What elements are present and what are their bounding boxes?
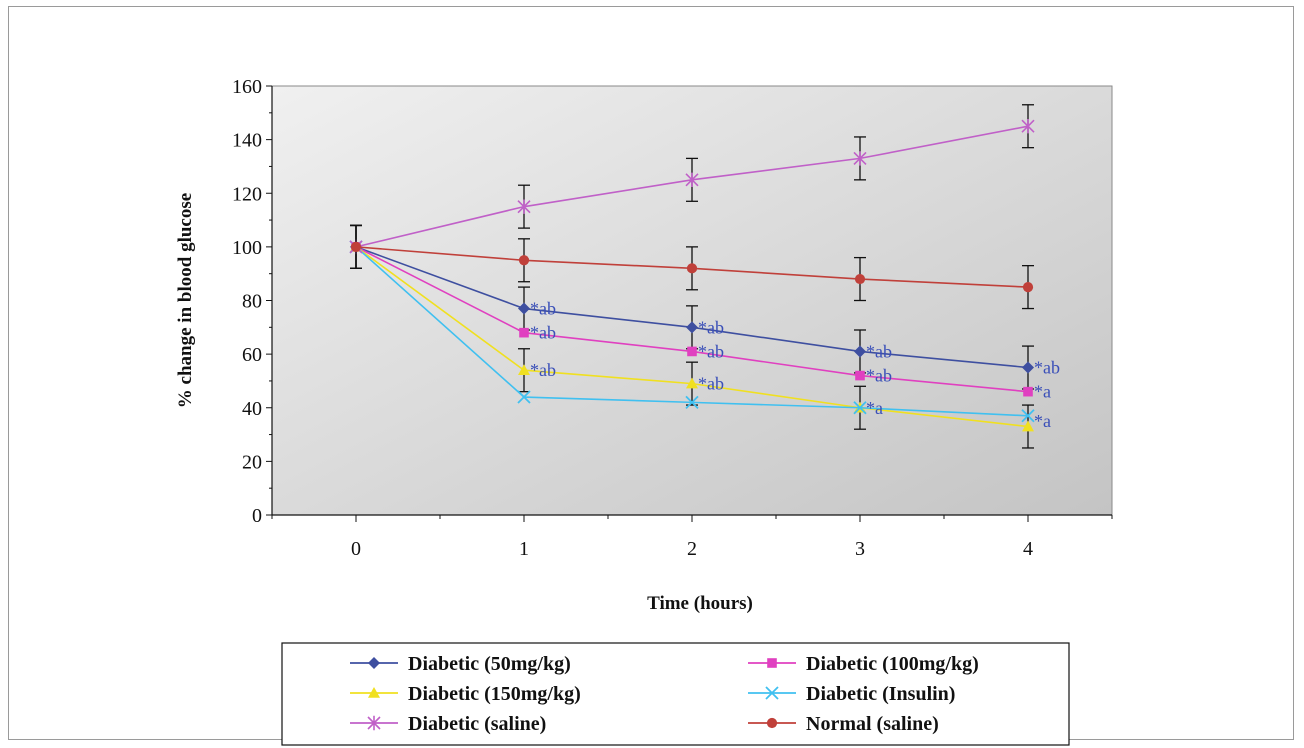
legend-item: Diabetic (saline): [350, 713, 546, 735]
data-point: [518, 364, 530, 376]
legend-marker: [767, 658, 777, 668]
data-point: [854, 345, 866, 358]
data-point: [854, 273, 866, 285]
data-point: [686, 321, 698, 334]
data-point: [1021, 409, 1035, 423]
y-tick-label: 140: [232, 130, 262, 152]
x-tick-label: 2: [687, 538, 697, 560]
x-axis-title: Time (hours): [647, 593, 753, 614]
y-tick-label: 40: [242, 398, 262, 420]
significance-label: *ab: [698, 317, 724, 337]
legend-marker: [368, 687, 380, 698]
data-point: [518, 302, 530, 315]
legend-label: Diabetic (100mg/kg): [806, 653, 979, 675]
y-tick-label: 80: [242, 291, 262, 313]
legend-label: Normal (saline): [806, 713, 939, 735]
data-point: [518, 255, 530, 266]
plot-area: [271, 85, 1113, 516]
data-point: [1022, 420, 1034, 432]
data-point: [517, 199, 531, 214]
y-tick-label: 120: [232, 183, 262, 205]
significance-label: *ab: [530, 360, 556, 380]
significance-label: *a: [1034, 382, 1051, 402]
data-point: [350, 241, 362, 252]
data-point: [685, 395, 699, 410]
data-point: [1022, 361, 1034, 374]
significance-label: *ab: [698, 341, 724, 361]
legend-label: Diabetic (Insulin): [806, 683, 955, 705]
significance-label: *ab: [530, 323, 556, 343]
data-point: [853, 151, 867, 166]
legend-item: Diabetic (Insulin): [748, 683, 955, 705]
legend: Diabetic (50mg/kg) Diabetic (100mg/kg) Dia…: [281, 642, 1070, 746]
data-point: [517, 390, 531, 404]
legend-label: Diabetic (saline): [408, 713, 546, 735]
x-tick-label: 0: [351, 538, 361, 560]
data-point: [519, 327, 529, 338]
significance-label: *a: [1034, 411, 1051, 431]
significance-label: *ab: [530, 299, 556, 319]
legend-item: Normal (saline): [748, 713, 939, 735]
legend-label: Diabetic (50mg/kg): [408, 653, 571, 675]
data-point: [1021, 119, 1035, 134]
data-point: [686, 377, 698, 389]
legend-marker: [765, 686, 779, 700]
x-tick-label: 3: [855, 538, 865, 560]
y-tick-label: 0: [252, 505, 262, 527]
data-point: [686, 263, 698, 274]
data-point: [855, 370, 865, 381]
legend-label: Diabetic (150mg/kg): [408, 683, 581, 705]
y-tick-label: 60: [242, 344, 262, 366]
legend-marker: [368, 657, 380, 669]
significance-label: *ab: [1034, 358, 1060, 378]
data-point: [1023, 386, 1033, 397]
significance-label: *ab: [698, 374, 724, 394]
y-tick-label: 160: [232, 76, 262, 98]
data-point: [853, 401, 867, 415]
series-4: [349, 104, 1035, 269]
y-tick-label: 20: [242, 451, 262, 473]
legend-box: [281, 642, 1070, 746]
y-tick-label: 100: [232, 237, 262, 259]
legend-marker: [367, 715, 381, 731]
data-point: [1022, 281, 1034, 293]
significance-label: *ab: [866, 366, 892, 386]
x-tick-label: 4: [1023, 538, 1033, 560]
x-tick-label: 1: [519, 538, 529, 560]
legend-item: Diabetic (50mg/kg): [350, 653, 571, 675]
y-axis-title: % change in blood glucose: [175, 193, 196, 408]
significance-label: *a: [866, 398, 883, 418]
data-point: [687, 346, 697, 357]
data-point: [685, 172, 699, 188]
series-5: [350, 224, 1034, 310]
significance-label: *ab: [866, 341, 892, 361]
legend-item: Diabetic (100mg/kg): [748, 653, 979, 675]
legend-item: Diabetic (150mg/kg): [350, 683, 581, 705]
legend-marker: [766, 717, 778, 729]
